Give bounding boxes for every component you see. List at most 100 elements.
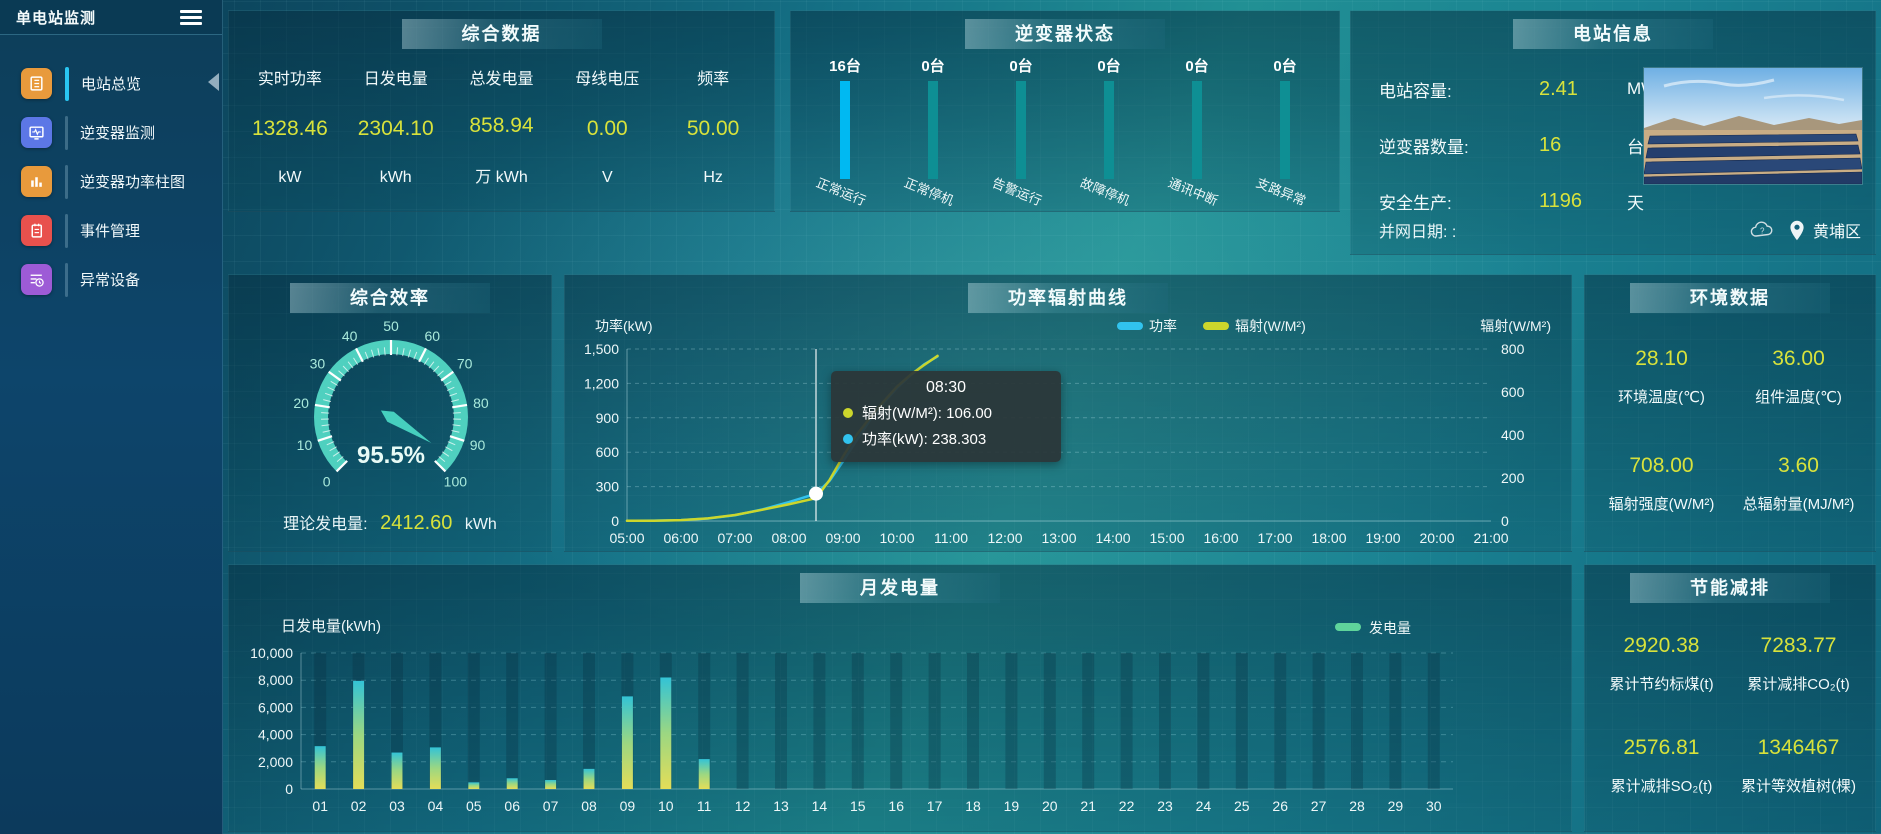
svg-text:15: 15 bbox=[850, 798, 866, 814]
svg-text:16: 16 bbox=[888, 798, 904, 814]
safe-days-label: 安全生产: bbox=[1379, 193, 1452, 213]
svg-text:19: 19 bbox=[1004, 798, 1020, 814]
svg-text:1,200: 1,200 bbox=[584, 375, 619, 391]
svg-text:0: 0 bbox=[611, 513, 619, 529]
inverter-count-unit: 台 bbox=[1627, 137, 1644, 157]
svg-text:29: 29 bbox=[1388, 798, 1404, 814]
panel-station-info: 电站信息 电站容量: 2.41 MW 逆变器数量: 16 台 安全生产: 119… bbox=[1350, 10, 1876, 255]
sidebar-item-label: 电站总览 bbox=[81, 76, 142, 93]
svg-text:14:00: 14:00 bbox=[1095, 530, 1130, 546]
sidebar-item-inverter-monitor[interactable]: 逆变器监测 bbox=[0, 108, 222, 157]
hamburger-menu-icon[interactable] bbox=[178, 5, 204, 30]
svg-text:?: ? bbox=[1760, 227, 1765, 236]
tooltip-row: 辐射(W/M²): 106.00 bbox=[843, 402, 1049, 423]
safe-days-value: 1196 bbox=[1539, 189, 1583, 212]
svg-text:30: 30 bbox=[310, 356, 326, 372]
panel-title-power-radiation: 功率辐射曲线 bbox=[968, 283, 1168, 313]
sidebar-item-power-bars[interactable]: 逆变器功率柱图 bbox=[0, 157, 222, 206]
svg-text:11:00: 11:00 bbox=[934, 530, 968, 546]
collapse-arrow-icon[interactable] bbox=[208, 73, 219, 91]
svg-text:功率: 功率 bbox=[1149, 318, 1177, 334]
svg-text:06:00: 06:00 bbox=[663, 530, 698, 546]
monthly-generation-chart[interactable]: 日发电量(kWh) 发电量 0 2,000 4,000 6,000 8,000 10,000 0… bbox=[229, 565, 1571, 831]
saving-co2: 7283.77 累计减排CO₂(t) bbox=[1747, 634, 1850, 693]
inverter-count-value: 16 bbox=[1539, 133, 1562, 156]
location-pin-icon[interactable] bbox=[1789, 220, 1805, 241]
svg-text:17:00: 17:00 bbox=[1257, 530, 1292, 546]
svg-text:2,000: 2,000 bbox=[258, 754, 293, 770]
svg-text:60: 60 bbox=[425, 328, 441, 344]
svg-text:12:00: 12:00 bbox=[987, 530, 1022, 546]
status-bar bbox=[1104, 81, 1114, 179]
inverter-monitor-icon bbox=[21, 117, 52, 148]
station-info-row: 安全生产: 1196 天 bbox=[1379, 173, 1687, 229]
status-count: 0台 bbox=[1273, 58, 1297, 75]
svg-text:08: 08 bbox=[581, 798, 597, 814]
power-radiation-chart[interactable]: 0 300 600 900 1,200 1,500 0 200 400 600 800 05:00 06… bbox=[565, 275, 1571, 551]
panel-title-efficiency: 综合效率 bbox=[290, 283, 490, 313]
status-count: 16台 bbox=[829, 58, 861, 75]
svg-text:4,000: 4,000 bbox=[258, 727, 293, 743]
svg-text:12: 12 bbox=[735, 798, 751, 814]
svg-text:90: 90 bbox=[470, 437, 486, 453]
svg-text:10:00: 10:00 bbox=[879, 530, 914, 546]
svg-text:10: 10 bbox=[658, 798, 674, 814]
panel-title-summary: 综合数据 bbox=[401, 19, 602, 49]
sidebar-item-event-notebook[interactable]: 事件管理 bbox=[0, 206, 222, 255]
sidebar-item-overview-doc[interactable]: 电站总览 bbox=[0, 59, 222, 108]
env-radiation-intensity: 708.00 辐射强度(W/M²) bbox=[1608, 453, 1715, 513]
metric-unit: 万 kWh bbox=[475, 169, 528, 186]
sidebar-item-abnormal-list[interactable]: 异常设备 bbox=[0, 255, 222, 304]
svg-text:发电量: 发电量 bbox=[1369, 620, 1411, 636]
metric-column: 日发电量 2304.10 kWh bbox=[343, 53, 449, 203]
metric-label: 频率 bbox=[697, 71, 730, 88]
svg-text:10,000: 10,000 bbox=[250, 645, 293, 661]
inverter-status-bars[interactable]: 16台 正常运行 0台 正常停机 0台 告警运行 0台 故障停机 0台 通讯中断 0台 支路异常 bbox=[801, 55, 1329, 208]
sidebar-menu: 电站总览逆变器监测逆变器功率柱图事件管理 异常设备 bbox=[0, 59, 222, 304]
env-module-temp: 36.00 组件温度(℃) bbox=[1755, 346, 1842, 406]
power-bars-icon bbox=[21, 166, 52, 197]
svg-text:600: 600 bbox=[1501, 384, 1525, 400]
svg-text:0: 0 bbox=[1501, 513, 1509, 529]
status-column: 0台 正常停机 bbox=[889, 55, 977, 208]
station-info-rows: 电站容量: 2.41 MW 逆变器数量: 16 台 安全生产: 1196 天 bbox=[1379, 61, 1687, 229]
svg-text:13: 13 bbox=[773, 798, 789, 814]
cloud-icon[interactable]: ? bbox=[1749, 221, 1775, 239]
status-bar bbox=[1192, 81, 1202, 179]
svg-text:14: 14 bbox=[812, 798, 828, 814]
theoretical-generation-unit: kWh bbox=[464, 516, 497, 533]
svg-text:20: 20 bbox=[1042, 798, 1058, 814]
panel-inverter-status: 逆变器状态 16台 正常运行 0台 正常停机 0台 告警运行 0台 故障停机 0台 通讯中断 0台支… bbox=[790, 10, 1340, 212]
station-capacity-label: 电站容量: bbox=[1379, 81, 1452, 101]
status-bar bbox=[1280, 81, 1290, 179]
svg-text:50: 50 bbox=[383, 318, 399, 334]
menu-divider bbox=[65, 164, 68, 199]
sidebar-header: 单电站监测 bbox=[0, 0, 222, 35]
svg-text:辐射(W/M²): 辐射(W/M²) bbox=[1480, 318, 1551, 334]
svg-text:16:00: 16:00 bbox=[1203, 530, 1238, 546]
menu-divider bbox=[65, 213, 68, 248]
sidebar-item-label: 逆变器监测 bbox=[80, 125, 156, 142]
tooltip-time: 08:30 bbox=[925, 379, 967, 396]
metric-value: 2304.10 bbox=[357, 117, 434, 140]
sidebar-item-label: 逆变器功率柱图 bbox=[80, 174, 186, 191]
status-count: 0台 bbox=[1009, 58, 1033, 75]
efficiency-gauge: 0 10 20 30 40 50 60 70 80 90 100 95.5% bbox=[293, 318, 489, 489]
metric-column: 母线电压 0.00 V bbox=[554, 53, 660, 203]
status-count: 0台 bbox=[1185, 58, 1209, 75]
svg-text:20:00: 20:00 bbox=[1419, 530, 1454, 546]
status-column: 0台 告警运行 bbox=[977, 55, 1065, 208]
station-info-row: 电站容量: 2.41 MW bbox=[1379, 61, 1687, 117]
svg-text:15:00: 15:00 bbox=[1149, 530, 1184, 546]
svg-text:05:00: 05:00 bbox=[609, 530, 644, 546]
panel-title-inverter-status: 逆变器状态 bbox=[965, 19, 1165, 49]
svg-text:26: 26 bbox=[1272, 798, 1288, 814]
panel-efficiency: 综合效率 0 10 20 30 40 50 60 70 80 90 100 95.5% 理论发电量: … bbox=[228, 274, 552, 552]
svg-text:25: 25 bbox=[1234, 798, 1250, 814]
overview-doc-icon bbox=[21, 68, 52, 99]
station-info-footer: 并网日期: : ? 黄埔区 bbox=[1379, 218, 1861, 242]
status-bar bbox=[840, 81, 850, 179]
theoretical-generation: 理论发电量: 2412.60 kWh bbox=[229, 510, 551, 535]
summary-metrics: 实时功率 1328.46 kW 日发电量 2304.10 kWh 总发电量 858.94 万 k… bbox=[237, 53, 766, 203]
metric-column: 总发电量 858.94 万 kWh bbox=[449, 53, 555, 203]
